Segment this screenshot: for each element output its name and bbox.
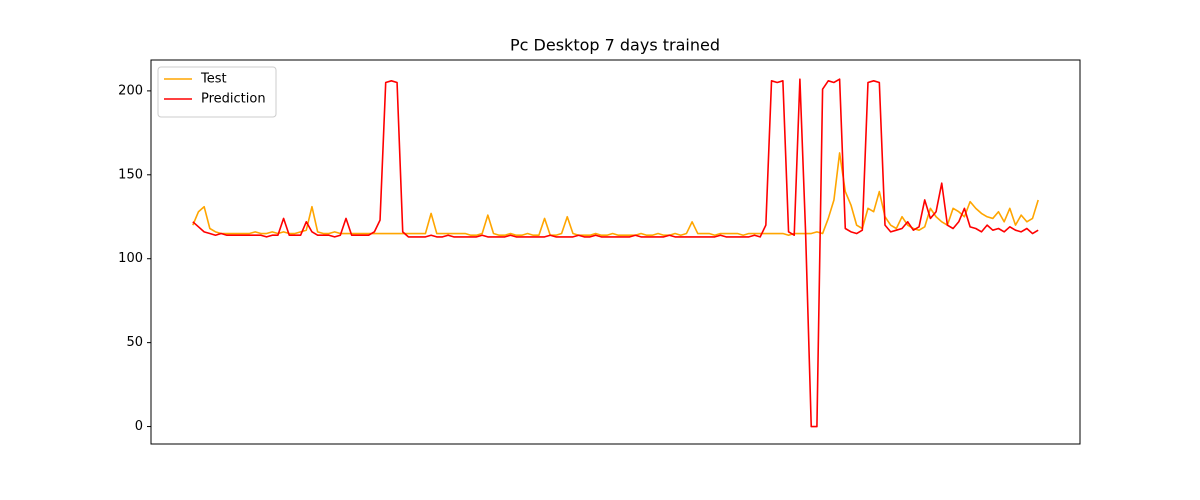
y-tick-label: 200: [118, 83, 143, 98]
data-line: [192, 78, 1039, 428]
legend-label: Prediction: [201, 92, 266, 107]
axes-frame: [150, 59, 1081, 445]
data-line: [192, 152, 1039, 237]
chart-title: Pc Desktop 7 days trained: [510, 36, 720, 55]
legend-label: Test: [200, 72, 227, 87]
y-tick-label: 50: [126, 335, 143, 350]
y-tick-label: 0: [135, 419, 143, 434]
y-tick-label: 100: [118, 251, 143, 266]
plot-area: [192, 78, 1039, 428]
y-tick-label: 150: [118, 167, 143, 182]
